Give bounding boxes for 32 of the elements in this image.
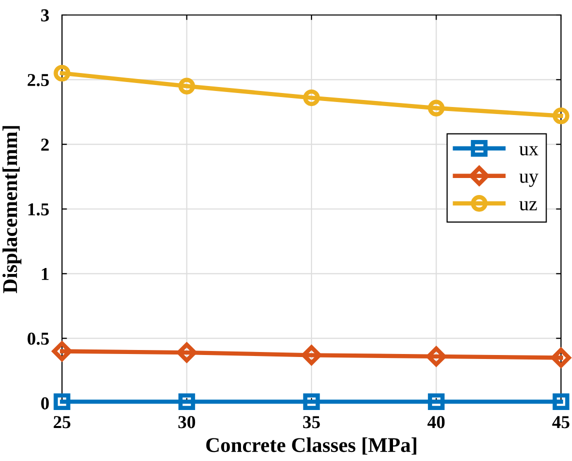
point bbox=[178, 78, 196, 94]
point bbox=[552, 108, 570, 124]
point bbox=[52, 341, 72, 362]
x-tick-label: 30 bbox=[178, 416, 196, 428]
x-tick-label: 40 bbox=[427, 416, 445, 428]
point bbox=[176, 342, 197, 362]
x-tick-label: 35 bbox=[303, 416, 320, 428]
point bbox=[552, 393, 570, 410]
y-tick-label: 0 bbox=[41, 397, 49, 410]
point bbox=[428, 393, 445, 410]
point bbox=[54, 393, 70, 410]
x-axis-title: Concrete Classes [MPa] bbox=[206, 437, 416, 455]
y-tick-label: 3 bbox=[41, 9, 49, 22]
y-axis-title: Displacement[mm] bbox=[2, 126, 22, 294]
x-tick-label: 45 bbox=[552, 416, 570, 428]
point bbox=[428, 100, 445, 116]
y-tick-label: 2 bbox=[41, 138, 49, 151]
y-tick-label: 2.5 bbox=[28, 74, 49, 86]
legend-label: uz bbox=[519, 201, 537, 210]
point bbox=[303, 89, 320, 106]
point bbox=[54, 64, 70, 82]
legend-label: uy bbox=[519, 174, 538, 187]
point bbox=[302, 345, 322, 366]
point bbox=[551, 348, 571, 368]
y-tick-label: 1.5 bbox=[28, 203, 49, 216]
y-tick-label: 0.5 bbox=[28, 332, 49, 345]
legend-label: ux bbox=[519, 146, 538, 156]
x-tick-label: 25 bbox=[54, 416, 70, 428]
y-tick-label: 1 bbox=[42, 268, 49, 280]
point bbox=[303, 393, 320, 410]
point bbox=[426, 346, 446, 366]
point bbox=[178, 393, 196, 410]
